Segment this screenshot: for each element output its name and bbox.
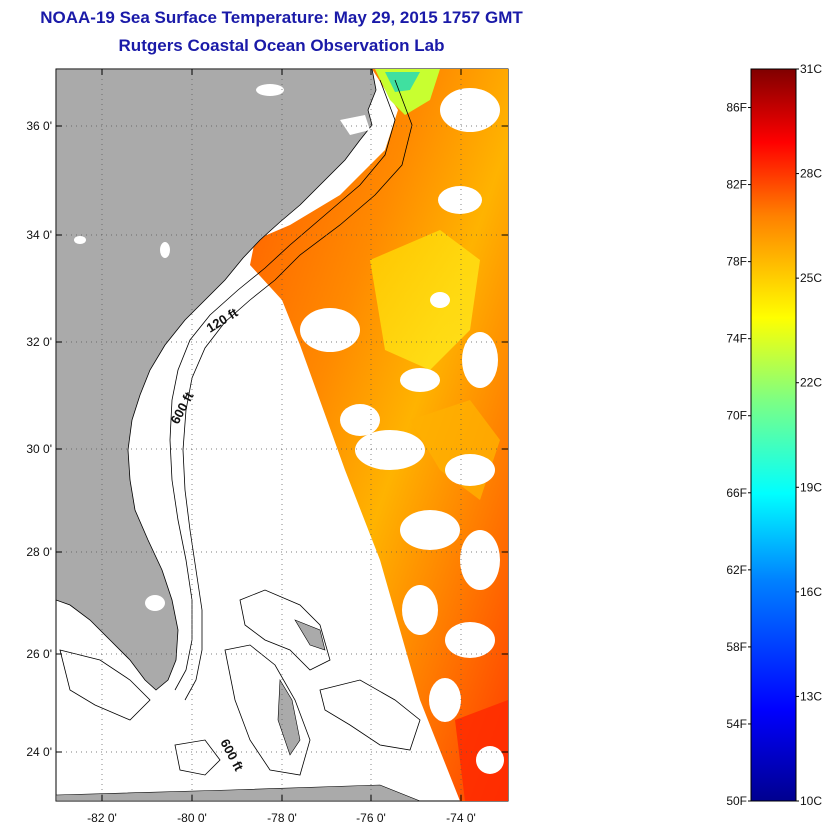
lon-label: -74 0' (446, 811, 476, 825)
colorbar-c-label: 13C (800, 689, 822, 703)
lon-label: -82 0' (87, 811, 117, 825)
lat-label: 30 0' (26, 442, 52, 456)
land-mass (56, 69, 421, 801)
colorbar-c-label: 28C (800, 167, 822, 181)
lon-label: -76 0' (356, 811, 386, 825)
colorbar-f-label: 54F (726, 717, 747, 731)
colorbar-f-label: 58F (726, 640, 747, 654)
colorbar-c-label: 16C (800, 585, 822, 599)
colorbar-c-label: 10C (800, 794, 822, 808)
lat-label: 28 0' (26, 545, 52, 559)
colorbar-f-label: 50F (726, 794, 747, 808)
colorbar-f-label: 82F (726, 178, 747, 192)
colorbar-c-label: 19C (800, 480, 822, 494)
colorbar-c-label: 25C (800, 271, 822, 285)
colorbar-f-label: 62F (726, 563, 747, 577)
colorbar-c-label: 22C (800, 376, 822, 390)
lat-label: 32 0' (26, 335, 52, 349)
map-title: NOAA-19 Sea Surface Temperature: May 29,… (40, 8, 523, 27)
lon-label: -78 0' (267, 811, 297, 825)
colorbar-f-label: 74F (726, 332, 747, 346)
lat-label: 36 0' (26, 119, 52, 133)
lat-label: 24 0' (26, 745, 52, 759)
sst-swath (250, 69, 508, 801)
colorbar-gradient (750, 68, 797, 802)
depth-contours (59, 79, 421, 776)
colorbar-f-label: 66F (726, 486, 747, 500)
axis-ticks (56, 69, 508, 801)
longitude-labels: -82 0' -80 0' -78 0' -76 0' -74 0' (87, 811, 476, 825)
lon-label: -80 0' (177, 811, 207, 825)
lat-label: 34 0' (26, 228, 52, 242)
colorbar-c-label: 31C (800, 62, 822, 76)
colorbar-f-label: 70F (726, 409, 747, 423)
map-subtitle: Rutgers Coastal Ocean Observation Lab (118, 36, 445, 55)
colorbar-f-label: 86F (726, 101, 747, 115)
lat-label: 26 0' (26, 647, 52, 661)
colorbar-f-label: 78F (726, 255, 747, 269)
graticule (56, 69, 508, 801)
latitude-labels: 36 0' 34 0' 32 0' 30 0' 28 0' 26 0' 24 0… (26, 119, 52, 759)
colorbar: 86F 82F 78F 74F 70F 66F 62F 58F 54F 50F 31C 28C 25C… (726, 62, 822, 808)
